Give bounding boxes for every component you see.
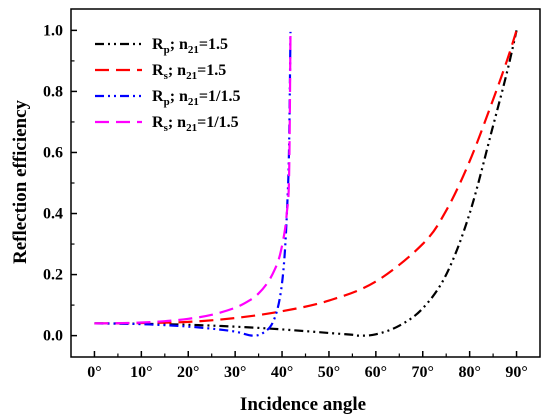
series-rs-n21-1-over-1.5-line: [94, 31, 292, 325]
x-tick-label: 20°: [177, 364, 199, 381]
legend-label: Rs; n21=1/1.5: [152, 114, 239, 134]
legend-item: Rs; n21=1/1.5: [95, 114, 239, 134]
y-tick-label: 0.8: [43, 83, 63, 100]
x-tick-label: 50°: [318, 364, 340, 381]
y-tick-label: 0.6: [43, 144, 63, 161]
legend-item: Rp; n21=1/1.5: [95, 88, 240, 108]
series-layer: [94, 30, 518, 337]
x-tick-label: 70°: [412, 364, 434, 381]
legend-item: Rp; n21=1.5: [95, 36, 228, 56]
x-tick-label: 10°: [130, 364, 152, 381]
y-tick-label: 0.4: [43, 206, 63, 223]
x-tick-label: 0°: [87, 364, 101, 381]
legend-label: Rp; n21=1.5: [152, 36, 228, 56]
y-tick-label: 1.0: [43, 22, 63, 39]
x-tick-label: 40°: [271, 364, 293, 381]
y-tick-label: 0.0: [43, 328, 63, 345]
x-tick-label: 30°: [224, 364, 246, 381]
x-tick-label: 90°: [505, 364, 527, 381]
x-tick-label: 80°: [458, 364, 480, 381]
legend: Rp; n21=1.5 Rs; n21=1.5 Rp; n21=1/1.5 Rs; n…: [95, 36, 240, 134]
legend-label: Rs; n21=1.5: [152, 62, 226, 82]
x-tick-label: 60°: [365, 364, 387, 381]
series-rp-n21-1.5-line: [94, 30, 518, 337]
y-axis-title: Reflection efficiency: [10, 99, 31, 264]
y-tick-label: 0.2: [43, 267, 63, 284]
series-rs-n21-1.5-line: [94, 30, 518, 325]
legend-label: Rp; n21=1/1.5: [152, 88, 240, 108]
x-axis-title: Incidence angle: [240, 394, 366, 415]
plot-frame: [70, 8, 541, 358]
plot-border: [70, 8, 541, 358]
legend-item: Rs; n21=1.5: [95, 62, 226, 82]
ticks-layer: 0° 10° 20° 30° 40° 50° 60° 70° 80° 90° 0.0 0.2 0.4 0.…: [43, 22, 528, 381]
